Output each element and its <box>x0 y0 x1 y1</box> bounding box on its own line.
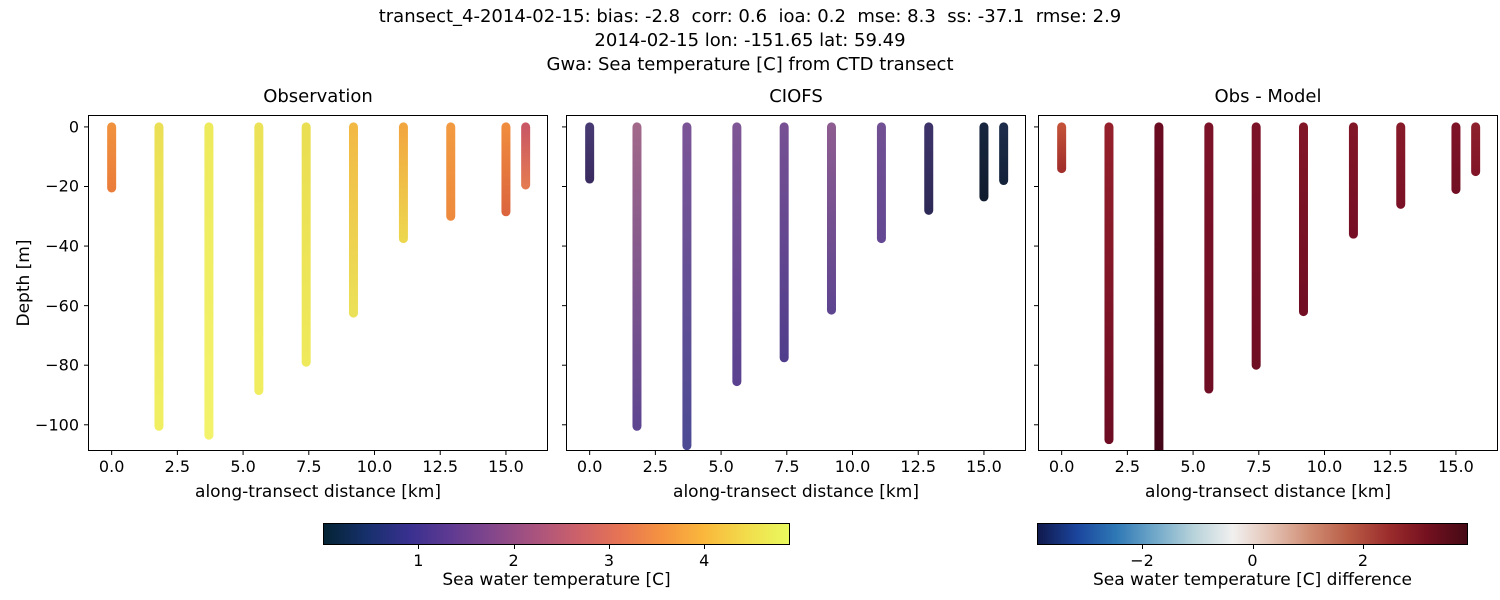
colorbar-tick-label: 3 <box>603 551 614 570</box>
colorbar-difference-gradient <box>1037 523 1468 545</box>
colorbar-temperature-gradient <box>323 523 790 545</box>
panel-obs-minus-model-title: Obs - Model <box>1214 86 1322 107</box>
x-tick-label: 0.0 <box>98 457 125 476</box>
title-date-location-line: 2014-02-15 lon: -151.65 lat: 59.49 <box>594 30 906 51</box>
colorbar-tick <box>704 545 706 549</box>
colorbar-temperature-label: Sea water temperature [C] <box>442 570 671 590</box>
colorbar-tick-label: 2 <box>1357 551 1369 570</box>
x-tick-label: 5.0 <box>230 457 256 476</box>
x-tick-label: 5.0 <box>708 457 734 476</box>
x-tick-label: 2.5 <box>642 457 669 476</box>
x-tick-label: 2.5 <box>1114 457 1141 476</box>
colorbar-temperature: Sea water temperature [C] 1 2 3 4 <box>323 523 790 595</box>
ciofs-plot <box>562 115 1026 455</box>
colorbar-difference: Sea water temperature [C] difference −2 0… <box>1037 523 1468 595</box>
x-tick-label: 10.0 <box>356 457 393 476</box>
title-stats-line: transect_4-2014-02-15: bias: -2.8 corr: … <box>378 6 1122 27</box>
colorbar-tick-label: 0 <box>1247 551 1258 570</box>
colorbar-difference-label: Sea water temperature [C] difference <box>1092 570 1413 590</box>
y-axis-label: Depth [m] <box>14 239 34 327</box>
y-tick-label: −40 <box>45 236 79 256</box>
panel-observation: Observation along-transect distance [km]… <box>35 86 548 502</box>
y-tick-label: −20 <box>45 176 79 196</box>
y-tick-label: 0 <box>68 117 79 137</box>
observation-plot <box>84 115 548 455</box>
colorbar-tick <box>1363 545 1364 549</box>
colorbar-tick-label: 2 <box>508 551 519 570</box>
obs-minus-model-plot <box>1034 115 1498 455</box>
y-tick-label: −60 <box>45 296 79 316</box>
panel-ciofs: CIOFS along-transect distance [km] 0.0 2.… <box>562 86 1026 502</box>
x-tick-label: 0.0 <box>1048 457 1075 476</box>
x-tick-label: 7.5 <box>296 457 322 476</box>
x-tick-label: 5.0 <box>1180 457 1206 476</box>
title-variable-line: Gwa: Sea temperature [C] from CTD transe… <box>546 54 954 75</box>
x-axis-label: along-transect distance [km] <box>1145 482 1391 502</box>
panel-obs-minus-model: Obs - Model along-transect distance [km]… <box>1034 86 1498 502</box>
colorbar-tick <box>1141 545 1143 549</box>
x-tick-label: 12.5 <box>900 457 937 476</box>
colorbar-tick-label: −2 <box>1130 551 1154 570</box>
x-tick-label: 7.5 <box>774 457 800 476</box>
panel-observation-title: Observation <box>263 86 373 107</box>
colorbar-tick <box>513 545 515 549</box>
colorbar-tick <box>418 545 420 549</box>
x-axis-label: along-transect distance [km] <box>673 482 919 502</box>
x-tick-label: 7.5 <box>1246 457 1272 476</box>
x-tick-label: 12.5 <box>1372 457 1409 476</box>
x-axis-label: along-transect distance [km] <box>195 482 441 502</box>
y-tick-label: −80 <box>45 355 79 375</box>
colorbar-tick-label: 1 <box>413 551 424 570</box>
panel-ciofs-title: CIOFS <box>769 86 823 107</box>
x-tick-label: 15.0 <box>488 457 524 476</box>
x-tick-label: 15.0 <box>1438 457 1474 476</box>
x-tick-label: 10.0 <box>834 457 871 476</box>
colorbar-tick-label: 4 <box>699 551 710 570</box>
colorbar-tick <box>608 545 610 549</box>
colorbar-tick <box>1252 545 1254 549</box>
y-tick-label: −100 <box>35 415 79 435</box>
x-tick-label: 10.0 <box>1306 457 1343 476</box>
x-tick-label: 15.0 <box>966 457 1002 476</box>
x-tick-label: 2.5 <box>164 457 191 476</box>
x-tick-label: 0.0 <box>576 457 603 476</box>
x-tick-label: 12.5 <box>422 457 459 476</box>
